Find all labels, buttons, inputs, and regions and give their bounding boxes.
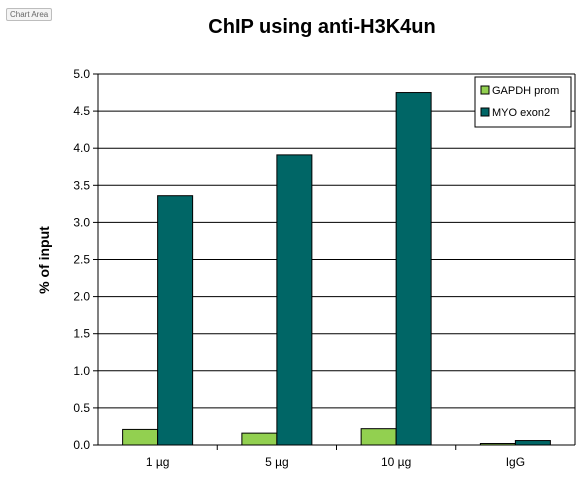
x-tick-label: 1 µg	[146, 455, 170, 469]
chart-title: ChIP using anti-H3K4un	[208, 16, 435, 38]
bar-myo-exon2-2	[395, 92, 432, 446]
y-tick-label: 5.0	[73, 67, 90, 81]
bar-gapdh-prom-2	[360, 428, 397, 446]
y-tick-label: 3.5	[73, 178, 90, 192]
legend-label: MYO exon2	[492, 107, 550, 119]
legend: GAPDH prom MYO exon2	[474, 76, 572, 128]
plot-area: 0.0 0.5 1.0 1.5 2.0 2.5 3.0 3.5 4.0 4.5 5.0 1 µg 5 µ…	[73, 67, 576, 469]
y-tick-label: 3.0	[73, 215, 90, 229]
y-axis-label: % of input	[36, 226, 52, 294]
legend-label: GAPDH prom	[492, 85, 559, 97]
legend-swatch	[480, 85, 490, 95]
x-tick-label: 5 µg	[265, 455, 289, 469]
y-tick-label: 4.0	[73, 141, 90, 155]
y-tick-label: 1.0	[73, 364, 90, 378]
legend-box	[474, 76, 572, 128]
chart-area-tag: Chart Area	[6, 8, 53, 21]
y-tick-label: 0.0	[73, 438, 90, 452]
bar-myo-exon2-1	[276, 154, 313, 446]
y-tick-label: 2.5	[73, 253, 90, 267]
x-tick-label: 10 µg	[381, 455, 411, 469]
bar-gapdh-prom-1	[241, 432, 278, 446]
x-tick-label: IgG	[506, 455, 525, 469]
bar-myo-exon2-0	[157, 195, 194, 446]
y-tick-label: 4.5	[73, 104, 90, 118]
y-tick-label: 2.0	[73, 290, 90, 304]
bar-gapdh-prom-0	[122, 428, 159, 446]
legend-swatch	[480, 107, 490, 117]
y-tick-label: 0.5	[73, 401, 90, 415]
y-tick-label: 1.5	[73, 327, 90, 341]
bar-myo-exon2-3	[514, 440, 551, 446]
